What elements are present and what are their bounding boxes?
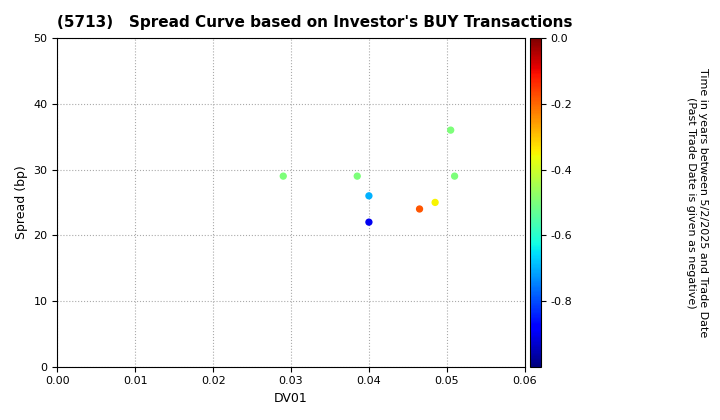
Y-axis label: Time in years between 5/2/2025 and Trade Date
(Past Trade Date is given as negat: Time in years between 5/2/2025 and Trade…	[686, 68, 708, 337]
Point	[277, 173, 289, 179]
Y-axis label: Spread (bp): Spread (bp)	[15, 165, 28, 239]
Point	[449, 173, 460, 179]
Point	[429, 199, 441, 206]
Text: (5713)   Spread Curve based on Investor's BUY Transactions: (5713) Spread Curve based on Investor's …	[58, 15, 573, 30]
Point	[414, 206, 426, 213]
Point	[363, 192, 374, 199]
Point	[363, 219, 374, 226]
Point	[351, 173, 363, 179]
Point	[445, 127, 456, 134]
X-axis label: DV01: DV01	[274, 392, 308, 405]
